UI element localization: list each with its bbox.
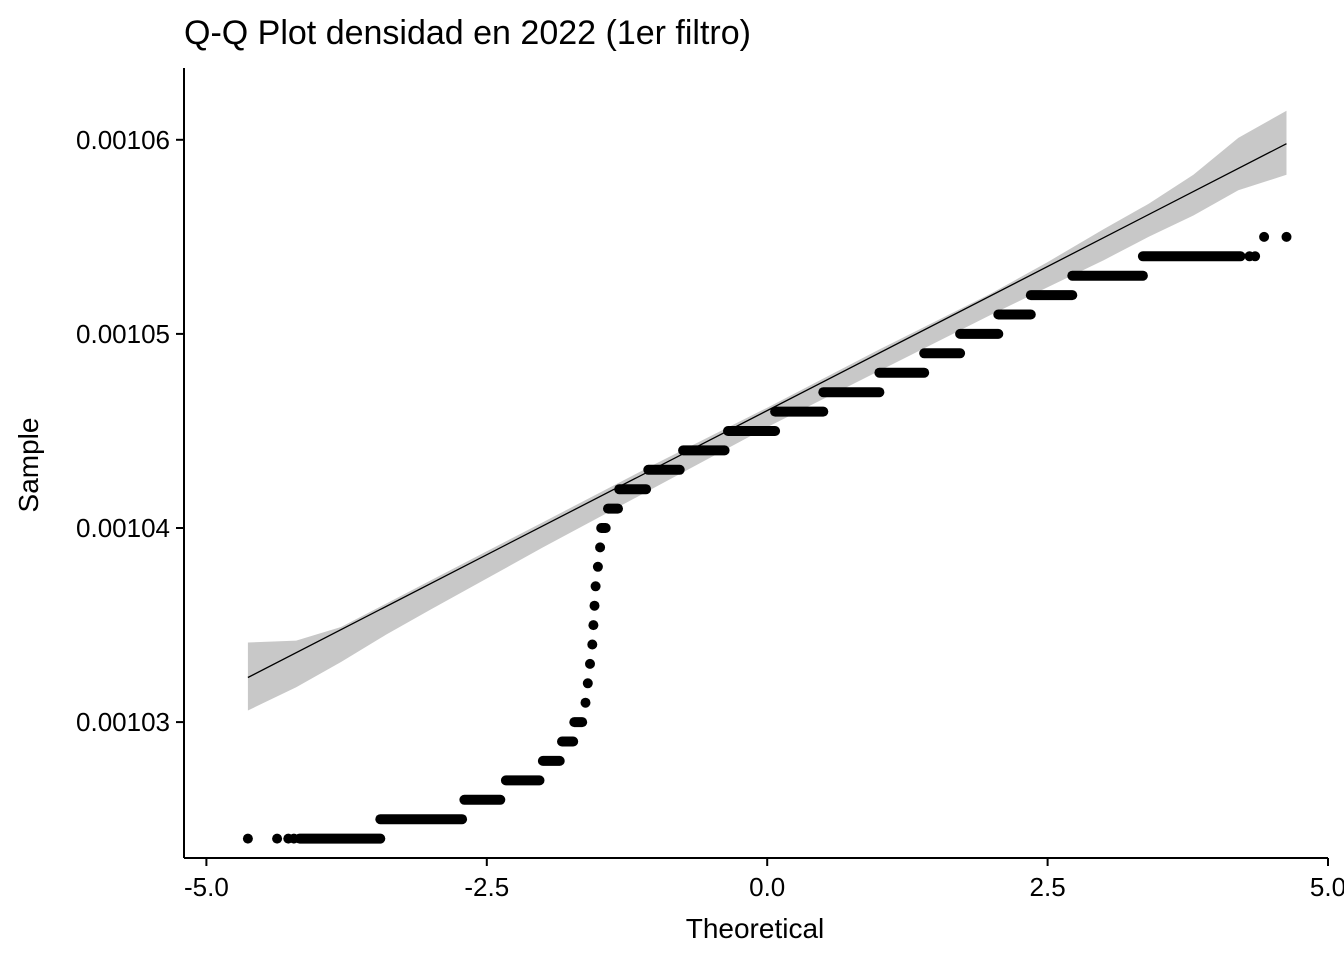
axes: -5.0 -2.5 0.0 2.5 5.0 0.00103 0.00104 0.00105 0.… — [76, 68, 1344, 902]
x-tick-label: 2.5 — [1030, 872, 1066, 902]
x-tick-label: -5.0 — [184, 872, 229, 902]
chart-title: Q-Q Plot densidad en 2022 (1er filtro) — [184, 14, 751, 52]
sample-point — [580, 697, 591, 708]
sample-point — [1259, 231, 1270, 242]
sample-point — [587, 639, 598, 650]
sample-point — [242, 833, 253, 844]
y-axis-title: Sample — [13, 418, 44, 513]
sample-point — [582, 678, 593, 689]
y-tick-label: 0.00103 — [76, 707, 170, 737]
sample-points — [242, 231, 1292, 844]
reference-line-path — [247, 143, 1287, 679]
y-tick-label: 0.00104 — [76, 513, 170, 543]
sample-point — [592, 561, 603, 572]
reference-line — [247, 143, 1287, 679]
sample-point — [1250, 251, 1261, 262]
sample-point — [1281, 231, 1292, 242]
sample-point — [585, 658, 595, 669]
x-tick-label: -2.5 — [464, 872, 509, 902]
sample-point — [589, 600, 600, 611]
x-tick-label: 0.0 — [749, 872, 785, 902]
sample-point — [272, 833, 283, 844]
sample-point — [595, 542, 606, 553]
sample-point — [590, 581, 601, 592]
y-tick-label: 0.00106 — [76, 125, 170, 155]
sample-point — [588, 620, 599, 631]
x-tick-label: 5.0 — [1310, 872, 1344, 902]
x-axis-title: Theoretical — [686, 913, 825, 944]
y-tick-label: 0.00105 — [76, 319, 170, 349]
